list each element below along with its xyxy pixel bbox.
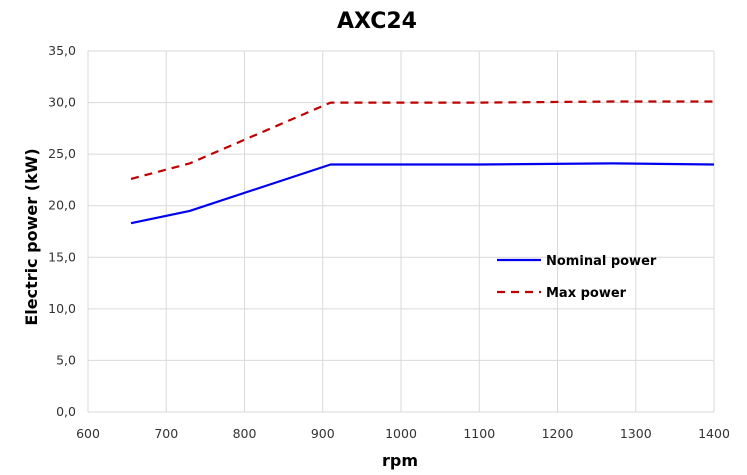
y-tick-label: 5,0	[56, 352, 76, 367]
legend-label: Nominal power	[546, 254, 657, 269]
y-tick-label: 0,0	[56, 404, 76, 419]
y-axis-label: Electric power (kW)	[22, 148, 41, 325]
y-tick-label: 25,0	[48, 146, 76, 161]
series-lines	[130, 100, 715, 225]
y-tick-label: 20,0	[48, 198, 76, 213]
axis-ticks: 0,0 5,0 10,0 15,0 20,0 25,0 30,0 35,0 600 700 800 9…	[48, 43, 730, 441]
chart-title: AXC24	[337, 9, 417, 34]
x-tick-label: 900	[311, 426, 335, 441]
series-line-max-power	[130, 100, 714, 180]
y-tick-label: 10,0	[48, 301, 76, 316]
x-tick-label: 1400	[698, 426, 730, 441]
legend: Nominal power Max power	[497, 254, 657, 301]
x-tick-label: 1000	[385, 426, 417, 441]
y-tick-label: 35,0	[48, 43, 76, 58]
y-tick-label: 30,0	[48, 95, 76, 110]
legend-label: Max power	[546, 286, 627, 301]
grid	[87, 50, 715, 413]
x-tick-label: 1300	[620, 426, 652, 441]
x-tick-label: 600	[76, 426, 100, 441]
x-tick-label: 1200	[542, 426, 574, 441]
x-tick-label: 700	[154, 426, 178, 441]
x-tick-label: 1100	[463, 426, 495, 441]
x-tick-label: 800	[233, 426, 257, 441]
series-line-nominal-power	[130, 162, 715, 225]
x-axis-label: rpm	[382, 451, 418, 470]
y-tick-label: 15,0	[48, 249, 76, 264]
